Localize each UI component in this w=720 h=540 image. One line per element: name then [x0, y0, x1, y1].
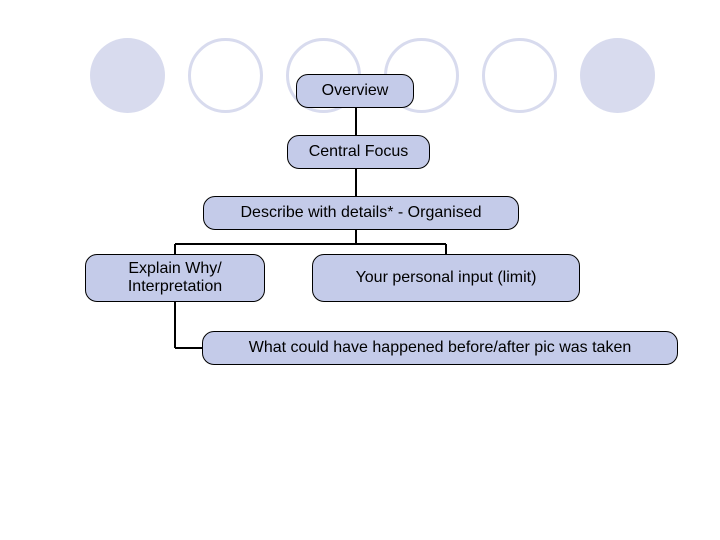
connector-7	[174, 302, 176, 348]
decor-circle-6	[580, 38, 655, 113]
connector-3	[355, 230, 357, 244]
connector-5	[174, 244, 176, 254]
node-describe: Describe with details* - Organised	[203, 196, 519, 230]
node-central: Central Focus	[287, 135, 430, 169]
connector-4	[175, 243, 446, 245]
connector-6	[445, 244, 447, 254]
decor-circle-2	[188, 38, 263, 113]
connector-1	[355, 108, 357, 135]
node-explain: Explain Why/ Interpretation	[85, 254, 265, 302]
node-personal: Your personal input (limit)	[312, 254, 580, 302]
connector-2	[355, 169, 357, 196]
node-whatcould: What could have happened before/after pi…	[202, 331, 678, 365]
decor-circle-5	[482, 38, 557, 113]
decor-circle-1	[90, 38, 165, 113]
connector-8	[175, 347, 202, 349]
node-overview: Overview	[296, 74, 414, 108]
